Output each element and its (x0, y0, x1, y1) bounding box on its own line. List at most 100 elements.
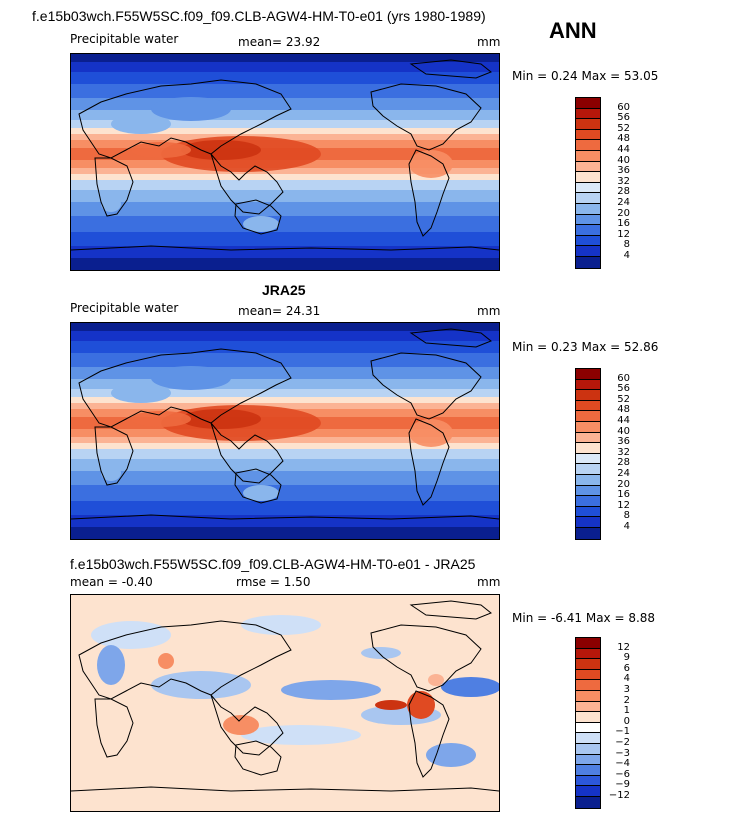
colorbar-tick-label: 16 (617, 489, 630, 501)
contour-band (71, 485, 499, 501)
contour-band (71, 403, 499, 409)
contour-region (111, 383, 171, 403)
colorbar-swatch (576, 754, 600, 766)
contour-band (71, 110, 499, 120)
colorbar-tick-label: −2 (615, 737, 630, 748)
colorbar-swatch (576, 203, 600, 215)
contour-band (71, 246, 499, 258)
colorbar-swatch (576, 690, 600, 702)
coastline (370, 624, 482, 692)
colorbar-swatch (576, 506, 600, 518)
colorbar-tick-label: 0 (623, 715, 630, 727)
contour-region (101, 465, 121, 481)
map-obs (70, 322, 500, 540)
colorbar-swatch (576, 712, 600, 723)
coastline (210, 153, 284, 215)
min-max-stats: Min = -6.41 Max = 8.88 (512, 611, 656, 625)
contour-region (361, 647, 401, 659)
colorbar-swatch (576, 108, 600, 120)
contour-band (71, 128, 499, 134)
colorbar-tick-label: 16 (617, 218, 630, 230)
contour-region (181, 140, 261, 160)
map-diff (70, 594, 500, 812)
colorbar-tick-label: 3 (623, 684, 630, 695)
colorbar-tick-label: 44 (617, 415, 630, 426)
colorbar-swatch (576, 796, 600, 808)
colorbar-swatch (576, 722, 600, 734)
colorbar-tick-label: 12 (617, 499, 630, 511)
min-max-stats: Min = 0.24 Max = 53.05 (512, 69, 659, 83)
colorbar-tick-label: 52 (617, 122, 630, 134)
colorbar-swatch (576, 527, 600, 539)
colorbar-swatch (576, 161, 600, 173)
colorbar-tick-label: −4 (615, 758, 630, 770)
contour-region (409, 150, 453, 178)
contour-region (281, 680, 381, 700)
coastline (94, 426, 134, 486)
contour-band (71, 515, 499, 527)
contour-region (181, 409, 261, 429)
coastline (409, 59, 492, 79)
coastline (94, 698, 134, 758)
contour-region (91, 621, 171, 649)
colorbar-tick-label: 52 (617, 393, 630, 405)
colorbar-tick-label: 40 (617, 425, 630, 437)
panel-heading: JRA25 (262, 282, 306, 298)
colorbar-swatch (576, 256, 600, 268)
colorbar-tick-label: 20 (617, 207, 630, 219)
contour-band (71, 62, 499, 72)
colorbar-tick-label: 60 (617, 101, 630, 113)
colorbar-swatch (576, 638, 600, 649)
colorbar-swatches (575, 637, 601, 809)
colorbar-swatch (576, 193, 600, 204)
plot-title: f.e15b03wch.F55W5SC.f09_f09.CLB-AGW4-HM-… (32, 8, 486, 24)
world-map-precipitable-water (71, 54, 499, 270)
colorbar-tick-label: 60 (617, 372, 630, 384)
season-label: ANN (549, 18, 597, 43)
colorbar-tick-label: −1 (615, 726, 630, 738)
coastline (210, 422, 284, 484)
colorbar-swatch (576, 400, 600, 412)
colorbar-swatch (576, 659, 600, 670)
coastline (409, 328, 492, 348)
colorbar-swatch (576, 150, 600, 162)
contour-region (441, 677, 499, 697)
colorbar-swatch (576, 119, 600, 130)
coastline (408, 418, 450, 506)
contour-region (101, 196, 121, 212)
contour-band (71, 216, 499, 232)
contour-band (71, 72, 499, 84)
colorbar-tick-label: 32 (617, 446, 630, 458)
contour-band (71, 527, 499, 539)
colorbar-swatch (576, 775, 600, 787)
contour-region (131, 411, 191, 427)
colorbar-swatch (576, 765, 600, 776)
colorbar-tick-label: 1 (623, 705, 630, 717)
colorbar-swatch (576, 743, 600, 755)
colorbar-tick-label: −3 (615, 747, 630, 759)
contour-region (375, 700, 407, 710)
colorbar-tick-label: 4 (623, 521, 630, 532)
contour-band (71, 449, 499, 459)
contour-region (131, 142, 191, 158)
contour-band (71, 54, 499, 62)
contour-region (241, 615, 321, 635)
colorbar-swatch (576, 379, 600, 391)
coastline (408, 690, 450, 778)
colorbar-tick-label: 24 (617, 197, 630, 208)
field-label: Precipitable water (70, 301, 179, 315)
colorbar-swatch (576, 453, 600, 465)
coastline (408, 149, 450, 237)
coastline (370, 83, 482, 151)
colorbar-tick-label: 36 (617, 436, 630, 448)
map-model (70, 53, 500, 271)
rmse-label: rmse = 1.50 (236, 575, 311, 589)
contour-band (71, 232, 499, 246)
colorbar-tick-label: 20 (617, 478, 630, 490)
contour-band (71, 501, 499, 515)
colorbar-tick-label: 9 (623, 652, 630, 664)
coastline (71, 786, 499, 792)
contour-band (71, 379, 499, 389)
colorbar-tick-label: 28 (617, 457, 630, 469)
colorbar-swatch (576, 474, 600, 486)
